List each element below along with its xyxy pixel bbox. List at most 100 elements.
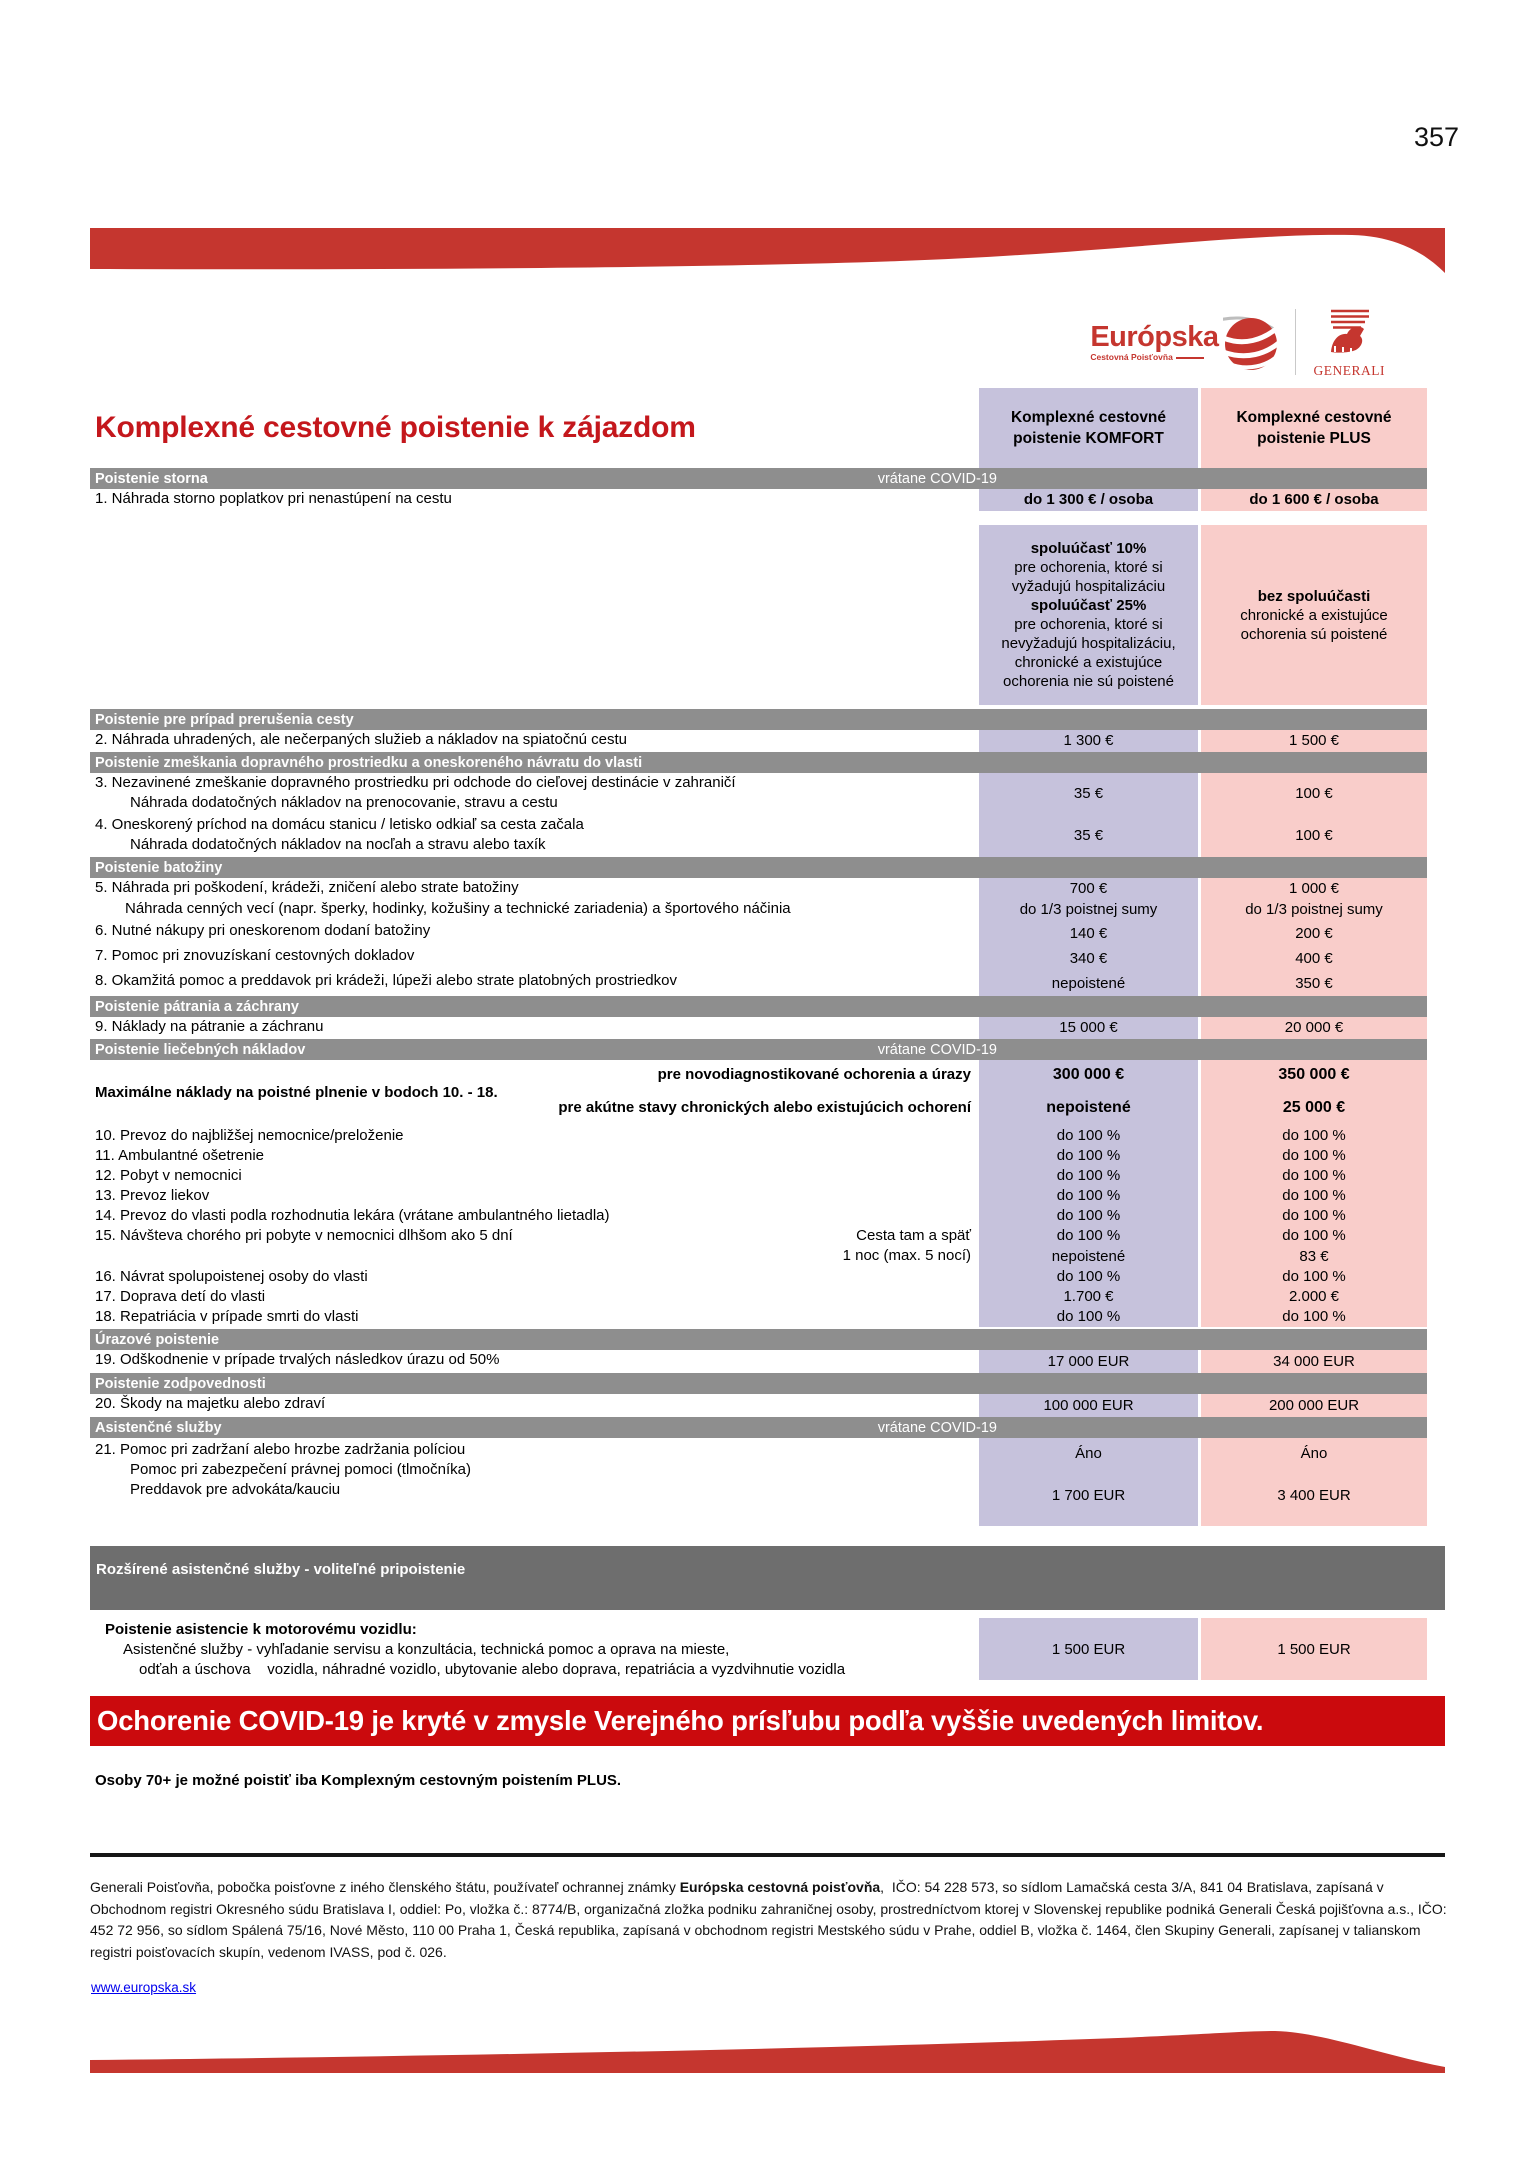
row-label: 7. Pomoc pri znovuzískaní cestovných dok… — [95, 947, 415, 964]
row-label: 2. Náhrada uhradených, ale nečerpaných s… — [95, 731, 628, 748]
value-plus: do 100 % — [1201, 1267, 1427, 1287]
value-plus: 200 000 EUR — [1201, 1394, 1427, 1417]
value-plus: 1 500 € — [1201, 730, 1427, 752]
value-komfort: nepoistené — [979, 971, 1198, 996]
section-accident-title: Úrazové poistenie — [95, 1331, 220, 1348]
value-komfort: do 1/3 poistnej sumy — [979, 899, 1198, 921]
table-row: 16. Návrat spolupoistenej osoby do vlast… — [90, 1267, 1427, 1287]
deductible-komfort: spoluúčasť 10% pre ochorenia, ktoré si v… — [979, 525, 1198, 705]
value-plus: 350 € — [1201, 971, 1427, 996]
deductible-komfort-line: spoluúčasť 10% — [1030, 540, 1147, 557]
deductible-plus-line: bez spoluúčasti — [1257, 587, 1371, 605]
section-accident: Úrazové poistenie — [90, 1329, 1427, 1350]
row-label: 6. Nutné nákupy pri oneskorenom dodaní b… — [95, 922, 431, 939]
table-row: 14. Prevoz do vlasti podla rozhodnutia l… — [90, 1206, 1427, 1226]
value-komfort: do 100 % — [979, 1126, 1198, 1146]
deductible-block: spoluúčasť 10% pre ochorenia, ktoré si v… — [90, 525, 1427, 705]
value-komfort: 35 € — [979, 773, 1198, 815]
value-komfort: 700 € — [979, 878, 1198, 899]
value-plus: 200 € — [1201, 921, 1427, 946]
row-label: 19. Odškodnenie v prípade trvalých násle… — [95, 1351, 500, 1368]
value-komfort: 100 000 EUR — [979, 1394, 1198, 1417]
table-row: 6. Nutné nákupy pri oneskorenom dodaní b… — [90, 921, 1427, 946]
deductible-komfort-line: pre ochorenia, ktoré si vyžadujú hospita… — [1011, 559, 1166, 595]
row-label: 3. Nezavinené zmeškanie dopravného prost… — [95, 774, 736, 791]
table-row: 1. Náhrada storno poplatkov pri nenastúp… — [90, 489, 1427, 511]
value-plus: 25 000 € — [1201, 1090, 1427, 1126]
value-plus: 2.000 € — [1201, 1287, 1427, 1307]
generali-lion-icon — [1331, 309, 1370, 353]
section-interruption-title: Poistenie pre prípad prerušenia cesty — [95, 711, 354, 728]
row-sublabel: Náhrada dodatočných nákladov na prenocov… — [130, 794, 558, 811]
section-assistance: Asistenčné služby vrátane COVID-19 — [90, 1417, 1427, 1438]
value-plus: 100 € — [1201, 815, 1427, 857]
section-luggage-title: Poistenie batožiny — [95, 859, 223, 876]
section-storno-title: Poistenie storna — [95, 470, 208, 487]
value-line: 3 400 EUR — [1277, 1487, 1351, 1504]
value-plus: 20 000 € — [1201, 1017, 1427, 1039]
value-komfort: nepoistené — [979, 1246, 1198, 1267]
motor-title: Poistenie asistencie k motorovému vozidl… — [105, 1621, 417, 1638]
table-row: 1 noc (max. 5 nocí) nepoistené 83 € — [90, 1246, 1427, 1267]
table-row: 17. Doprava detí do vlasti 1.700 € 2.000… — [90, 1287, 1427, 1307]
value-komfort: 1.700 € — [979, 1287, 1198, 1307]
row-label: 15. Návšteva chorého pri pobyte v nemocn… — [95, 1227, 513, 1244]
table-row: 5. Náhrada pri poškodení, krádeži, zniče… — [90, 878, 1427, 899]
table-row: 8. Okamžitá pomoc a preddavok pri krádež… — [90, 971, 1427, 996]
europska-website-link[interactable]: www.europska.sk — [91, 1980, 197, 1995]
table-row: pre novodiagnostikované ochorenia a úraz… — [90, 1060, 1427, 1090]
motor-assistance-block: Poistenie asistencie k motorovému vozidl… — [90, 1618, 1427, 1680]
row-label: 11. Ambulantné ošetrenie — [95, 1147, 265, 1164]
bottom-red-wave — [90, 2031, 1445, 2073]
extended-assistance-banner: Rozšírené asistenčné služby - voliteľné … — [90, 1546, 1445, 1610]
table-row: 18. Repatriácia v prípade smrti do vlast… — [90, 1307, 1427, 1327]
value-plus: do 100 % — [1201, 1126, 1427, 1146]
section-delay-title: Poistenie zmeškania dopravného prostried… — [95, 754, 643, 771]
page-number: 357 — [1413, 122, 1459, 152]
max-benefit-label: Maximálne náklady na poistné plnenie v b… — [95, 1084, 498, 1101]
row-sublabel: Pomoc pri zabezpečení právnej pomoci (tl… — [130, 1461, 471, 1478]
row-sublabel: Náhrada dodatočných nákladov na nocľah a… — [130, 836, 546, 853]
europska-logo-subtext: Cestovná Poisťovňa — [1090, 352, 1173, 362]
deductible-plus: bez spoluúčasti chronické a existujúce o… — [1201, 525, 1427, 705]
table-row: 15. Návšteva chorého pri pobyte v nemocn… — [90, 1226, 1427, 1246]
value-komfort: do 100 % — [979, 1186, 1198, 1206]
section-medical-title: Poistenie liečebných nákladov — [95, 1041, 306, 1058]
value-plus: do 100 % — [1201, 1206, 1427, 1226]
row-label: 13. Prevoz liekov — [95, 1187, 210, 1204]
table-row: pre akútne stavy chronických alebo exist… — [90, 1090, 1427, 1126]
row-label: 8. Okamžitá pomoc a preddavok pri krádež… — [95, 972, 677, 989]
value-komfort: do 100 % — [979, 1307, 1198, 1327]
value-line: Áno — [1300, 1445, 1328, 1462]
section-search-rescue: Poistenie pátrania a záchrany — [90, 996, 1427, 1017]
row-label: 20. Škody na majetku alebo zdraví — [95, 1395, 326, 1412]
deductible-plus-line: chronické a existujúce ochorenia sú pois… — [1240, 606, 1388, 643]
value-komfort: 1 300 € — [979, 730, 1198, 752]
europska-logo-text: Európska — [1090, 321, 1219, 353]
row-label: 16. Návrat spolupoistenej osoby do vlast… — [95, 1268, 368, 1285]
value-plus: do 1/3 poistnej sumy — [1201, 899, 1427, 921]
value-komfort: 300 000 € — [979, 1060, 1198, 1090]
value-plus: do 100 % — [1201, 1146, 1427, 1166]
section-delay: Poistenie zmeškania dopravného prostried… — [90, 752, 1427, 773]
row-label: 10. Prevoz do najbližšej nemocnice/prelo… — [95, 1127, 404, 1144]
legal-text-brand: Európska cestovná poisťovňa — [679, 1879, 881, 1895]
section-assistance-title: Asistenčné služby — [95, 1419, 222, 1436]
section-interruption: Poistenie pre prípad prerušenia cesty — [90, 709, 1427, 730]
covid-note: vrátane COVID-19 — [877, 1041, 997, 1058]
value-plus: 83 € — [1201, 1246, 1427, 1267]
value-komfort: nepoistené — [979, 1090, 1198, 1126]
table-row: 9. Náklady na pátranie a záchranu 15 000… — [90, 1017, 1427, 1039]
section-search-rescue-title: Poistenie pátrania a záchrany — [95, 998, 299, 1015]
deductible-komfort-line: spoluúčasť 25% — [1030, 597, 1147, 614]
legal-text: , IČO: 54 228 573, so sídlom Lamačská ce… — [90, 1879, 1451, 1960]
value-komfort: do 100 % — [979, 1206, 1198, 1226]
legal-footer: Generali Poisťovňa, pobočka poisťovne z … — [90, 1877, 1452, 1963]
table-row: 12. Pobyt v nemocnici do 100 % do 100 % — [90, 1166, 1427, 1186]
table-row: 13. Prevoz liekov do 100 % do 100 % — [90, 1186, 1427, 1206]
column-header-plus: Komplexné cestovné poistenie PLUS — [1201, 388, 1427, 468]
logo-divider — [1294, 309, 1296, 375]
generali-logo: GENERALI — [1314, 306, 1386, 379]
table-header: Komplexné cestovné poistenie k zájazdom … — [90, 388, 1427, 468]
value-plus: 1 500 EUR — [1201, 1618, 1427, 1680]
